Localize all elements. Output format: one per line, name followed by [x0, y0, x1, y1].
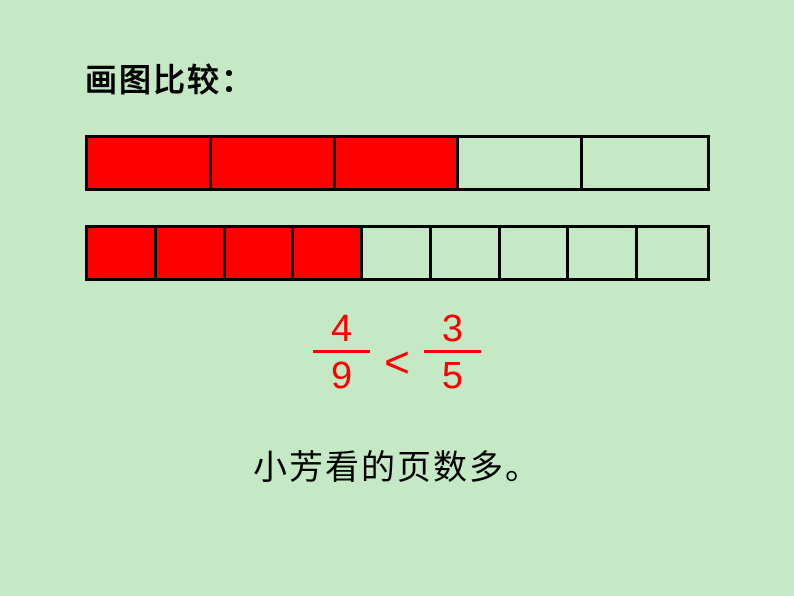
fraction-right: 3 5 — [424, 310, 481, 395]
conclusion-text: 小芳看的页数多。 — [0, 440, 794, 489]
bar-cell — [226, 228, 295, 278]
fraction-left-denominator: 9 — [331, 353, 352, 395]
fraction-right-denominator: 5 — [442, 353, 463, 395]
bar-cell — [336, 138, 460, 188]
bar-cell — [569, 228, 638, 278]
diagram-title: 画图比较： — [85, 55, 255, 101]
bar-cell — [212, 138, 336, 188]
fraction-right-numerator: 3 — [424, 310, 481, 353]
bar-cell — [432, 228, 501, 278]
fraction-comparison-row: 4 9 < 3 5 — [0, 310, 794, 395]
fraction-left-numerator: 4 — [313, 310, 370, 353]
bar-cell — [583, 138, 707, 188]
fraction-left: 4 9 — [313, 310, 370, 395]
bar-cell — [459, 138, 583, 188]
bar-cell — [157, 228, 226, 278]
fraction-bar-2 — [85, 225, 710, 281]
bar-cell — [363, 228, 432, 278]
bar-cell — [88, 228, 157, 278]
bar-cell — [88, 138, 212, 188]
bar-cell — [638, 228, 707, 278]
bar-cell — [501, 228, 570, 278]
fraction-bar-1 — [85, 135, 710, 191]
comparison-symbol: < — [384, 338, 410, 388]
bar-cell — [294, 228, 363, 278]
